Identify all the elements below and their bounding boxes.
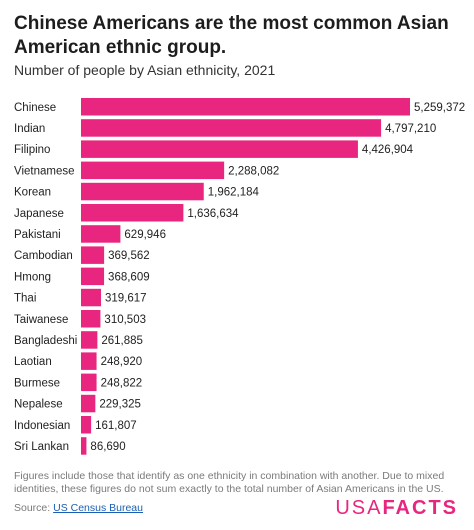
bar bbox=[81, 373, 97, 392]
logo-facts-text: FACTS bbox=[382, 497, 458, 519]
value-label: 4,426,904 bbox=[362, 144, 414, 156]
bar bbox=[81, 331, 98, 349]
logo-usa-text: USA bbox=[335, 497, 383, 519]
category-label: Laotian bbox=[14, 356, 52, 368]
value-label: 4,797,210 bbox=[385, 123, 436, 135]
bar bbox=[81, 225, 121, 243]
source-link[interactable]: US Census Bureau bbox=[53, 502, 143, 514]
category-label: Burmese bbox=[14, 377, 60, 389]
value-label: 629,946 bbox=[124, 229, 166, 241]
value-label: 1,636,634 bbox=[187, 208, 239, 220]
bar bbox=[81, 394, 96, 413]
category-label: Pakistani bbox=[14, 229, 61, 241]
category-label: Nepalese bbox=[14, 399, 63, 411]
bar bbox=[81, 267, 105, 286]
bar bbox=[81, 161, 225, 180]
bar bbox=[81, 288, 101, 307]
value-label: 161,807 bbox=[95, 420, 137, 432]
bar bbox=[81, 310, 101, 328]
chart-title: Chinese Americans are the most common As… bbox=[14, 13, 449, 58]
category-label: Sri Lankan bbox=[14, 441, 69, 453]
bar bbox=[81, 246, 105, 264]
category-label: Indonesian bbox=[14, 420, 70, 432]
value-label: 310,503 bbox=[104, 314, 146, 326]
bar bbox=[81, 140, 358, 158]
value-label: 1,962,184 bbox=[208, 187, 260, 199]
source-line: Source: US Census Bureau bbox=[14, 502, 143, 515]
category-label: Hmong bbox=[14, 271, 51, 283]
value-label: 248,822 bbox=[101, 377, 143, 389]
usafacts-logo: USAFACTS bbox=[335, 496, 458, 520]
value-label: 319,617 bbox=[105, 293, 147, 305]
bar bbox=[81, 98, 410, 116]
value-label: 261,885 bbox=[101, 335, 143, 347]
category-label: Indian bbox=[14, 123, 45, 135]
category-label: Bangladeshi bbox=[14, 335, 77, 347]
footnote: Figures include those that identify as o… bbox=[14, 470, 445, 495]
category-label: Korean bbox=[14, 187, 51, 199]
value-label: 248,920 bbox=[101, 356, 143, 368]
value-label: 369,562 bbox=[108, 250, 150, 262]
bar bbox=[81, 182, 204, 201]
chart-subtitle: Number of people by Asian ethnicity, 202… bbox=[14, 62, 276, 78]
category-label: Vietnamese bbox=[14, 165, 75, 177]
source-prefix: Source: bbox=[14, 502, 51, 514]
category-label: Cambodian bbox=[14, 250, 73, 262]
value-label: 5,259,372 bbox=[414, 102, 465, 114]
bar bbox=[81, 204, 184, 222]
value-label: 229,325 bbox=[99, 399, 141, 411]
value-label: 2,288,082 bbox=[228, 165, 279, 177]
category-label: Taiwanese bbox=[14, 314, 68, 326]
bar bbox=[81, 119, 382, 137]
bar-chart: Chinese 5,259,372 Indian 4,797,210 Filipino 4… bbox=[14, 98, 465, 455]
bar bbox=[81, 437, 87, 455]
bar bbox=[81, 416, 92, 434]
value-label: 368,609 bbox=[108, 271, 150, 283]
category-label: Thai bbox=[14, 293, 36, 305]
category-label: Filipino bbox=[14, 144, 50, 156]
category-label: Japanese bbox=[14, 208, 64, 220]
value-label: 86,690 bbox=[90, 441, 125, 453]
bar bbox=[81, 352, 97, 370]
category-label: Chinese bbox=[14, 102, 56, 114]
